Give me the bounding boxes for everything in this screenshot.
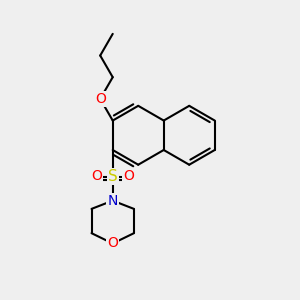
Text: O: O	[95, 92, 106, 106]
Text: O: O	[107, 236, 118, 250]
Text: N: N	[107, 194, 118, 208]
Text: O: O	[124, 169, 134, 184]
Text: O: O	[91, 169, 102, 184]
Text: S: S	[108, 169, 118, 184]
